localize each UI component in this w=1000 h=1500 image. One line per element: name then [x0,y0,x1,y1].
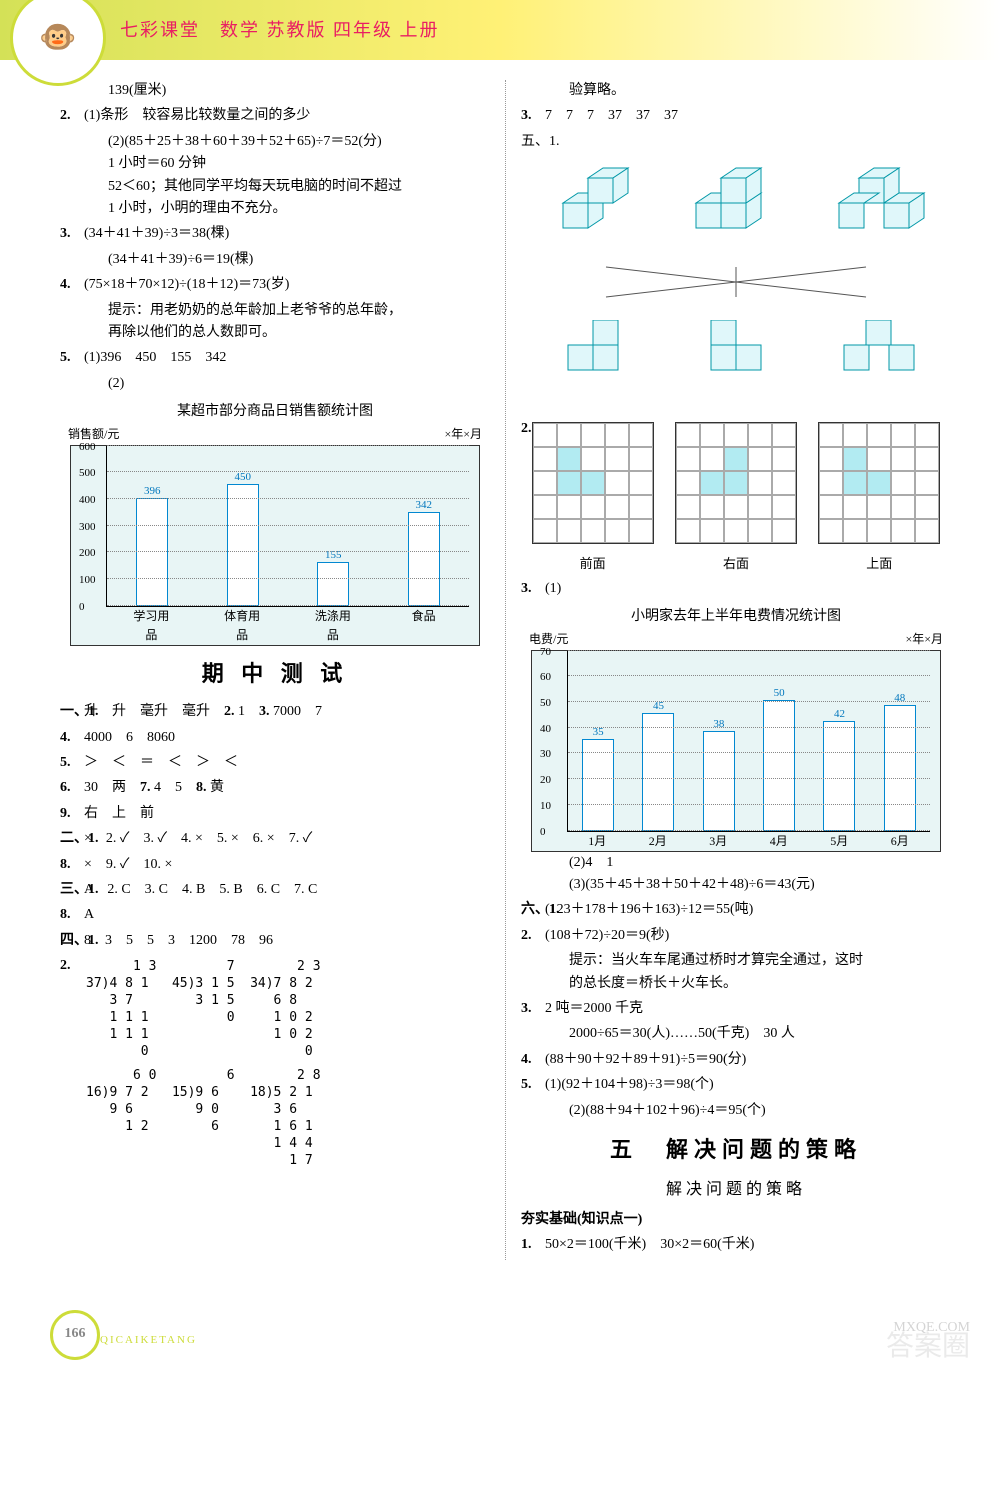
chart1-title: 某超市部分商品日销售额统计图 [60,401,490,423]
cube-icon [686,163,786,251]
text: (1)396 450 155 342 [84,350,226,365]
text: × 2. ✓ 3. ✓ 4. × 5. × 6. × 7. ✓ [84,831,312,846]
longdiv: 1 3 37)4 8 1 3 7 1 1 1 1 1 1 0 [86,959,156,1060]
cube-bottom-row [521,320,951,408]
chart1: 3964501553421002003004005006000 学习用品体育用品… [70,445,480,646]
text: (3)(35＋45＋38＋50＋42＋48)÷6＝43(元) [521,874,951,896]
footer-brand: QICAIKETANG [100,1332,197,1350]
left-column: 139(厘米) 2.(1)条形 较容易比较数量之间的多少 (2)(85＋25＋3… [60,80,506,1260]
text: 验算略。 [521,80,951,102]
text: (75×18＋70×12)÷(18＋12)＝73(岁) [84,277,289,292]
longdiv: 6 15)9 6 9 0 6 [172,1068,235,1136]
text: (34＋41＋39)÷3＝38(棵) [84,226,229,241]
text: (2)(88＋94＋102＋96)÷4＝95(个) [521,1100,951,1122]
text: (2)4 1 [521,852,951,874]
grid-top [818,422,940,544]
chart2-title: 小明家去年上半年电费情况统计图 [521,606,951,628]
text: (88＋90＋92＋89＋91)÷5＝90(分) [545,1052,746,1067]
midterm-title: 期 中 测 试 [60,656,490,691]
text: (34＋41＋39)÷6＝19(棵) [60,249,490,271]
cube-icon [829,163,929,251]
cube-icon [686,320,786,408]
text: 50×2＝100(千米) 30×2＝60(千米) [545,1237,754,1252]
text: 提示：当火车车尾通过桥时才算完全通过，这时 [521,950,951,972]
text: 1 小时，小明的理由不充分。 [60,198,490,220]
section-label: 五、1. [521,131,951,153]
text: A [84,907,94,922]
page-footer: 166 QICAIKETANG MXQE.COM 答案圈 [0,1300,1000,1380]
grid-label: 上面 [814,554,944,575]
chart1-date: ×年×月 [444,425,482,444]
text: (1)(92＋104＋98)÷3＝98(个) [545,1077,714,1092]
grid-right [675,422,797,544]
text: 8 3 5 5 3 1200 78 96 [84,933,273,948]
chart2-date: ×年×月 [905,630,943,649]
text: 1 小时＝60 分钟 [60,153,490,175]
text: 4000 6 8060 [84,730,175,745]
text: 2 吨＝2000 千克 [545,1001,643,1016]
long-division-row: 6 0 16)9 7 2 9 6 1 2 6 15)9 6 9 0 6 2 8 … [60,1064,490,1173]
cube-icon [543,320,643,408]
page-body: 139(厘米) 2.(1)条形 较容易比较数量之间的多少 (2)(85＋25＋3… [0,60,1000,1280]
unit5-sub: 解决问题的策略 [521,1177,951,1203]
grid-label: 前面 [528,554,658,575]
text: 再除以他们的总人数即可。 [60,322,490,344]
page-header: 🐵 七彩课堂 数学 苏教版 四年级 上册 [0,0,1000,60]
cube-icon [829,320,929,408]
text: ＞ ＜ ＝ ＜ ＞ ＜ [84,755,238,770]
longdiv: 2 8 18)5 2 1 3 6 1 6 1 1 4 4 1 7 [250,1068,320,1169]
text: A 2. C 3. C 4. B 5. B 6. C 7. C [84,882,317,897]
text: 提示：用老奶奶的总年龄加上老爷爷的总年龄， [60,300,490,322]
unit5-title: 五 解决问题的策略 [521,1132,951,1167]
text: (2) [60,373,490,395]
page-number: 166 [50,1310,100,1360]
text: (123＋178＋196＋163)÷12＝55(吨) [545,902,753,917]
longdiv: 6 0 16)9 7 2 9 6 1 2 [86,1068,156,1136]
text: 7 7 7 37 37 37 [545,108,678,123]
grid-label: 右面 [671,554,801,575]
longdiv: 2 3 34)7 8 2 6 8 1 0 2 1 0 2 0 [250,959,320,1060]
text: (1) [545,581,561,596]
jichu-title: 夯实基础(知识点一) [521,1209,951,1231]
line: 139(厘米) [60,80,490,102]
text: 升 升 毫升 毫升 [84,704,210,719]
text: × 9. ✓ 10. × [84,857,172,872]
chart2: 354538504248102030405060700 1月2月3月4月5月6月 [531,650,941,852]
grid-views: 前面 右面 上面 [521,418,951,574]
header-title: 七彩课堂 数学 苏教版 四年级 上册 [120,16,440,45]
text: 的总长度＝桥长＋火车长。 [521,973,951,995]
cube-icon [543,163,643,251]
right-column: 验算略。 3.7 7 7 37 37 37 五、1. 2. 前面 [506,80,951,1260]
text: (1)条形 较容易比较数量之间的多少 [84,108,310,123]
grid-front [532,422,654,544]
watermark: 答案圈 [886,1325,970,1370]
text: 右 上 前 [84,806,154,821]
cross-lines [521,262,951,310]
long-division-row: 1 3 37)4 8 1 3 7 1 1 1 1 1 1 0 7 45)3 1 … [60,955,490,1064]
text: (108＋72)÷20＝9(秒) [545,928,669,943]
longdiv: 7 45)3 1 5 3 1 5 0 [172,959,235,1027]
text: (2)(85＋25＋38＋60＋39＋52＋65)÷7＝52(分) [60,131,490,153]
text: 2000÷65＝30(人)……50(千克) 30 人 [521,1023,951,1045]
cube-top-row [521,163,951,251]
text: 52＜60；其他同学平均每天玩电脑的时间不超过 [60,176,490,198]
